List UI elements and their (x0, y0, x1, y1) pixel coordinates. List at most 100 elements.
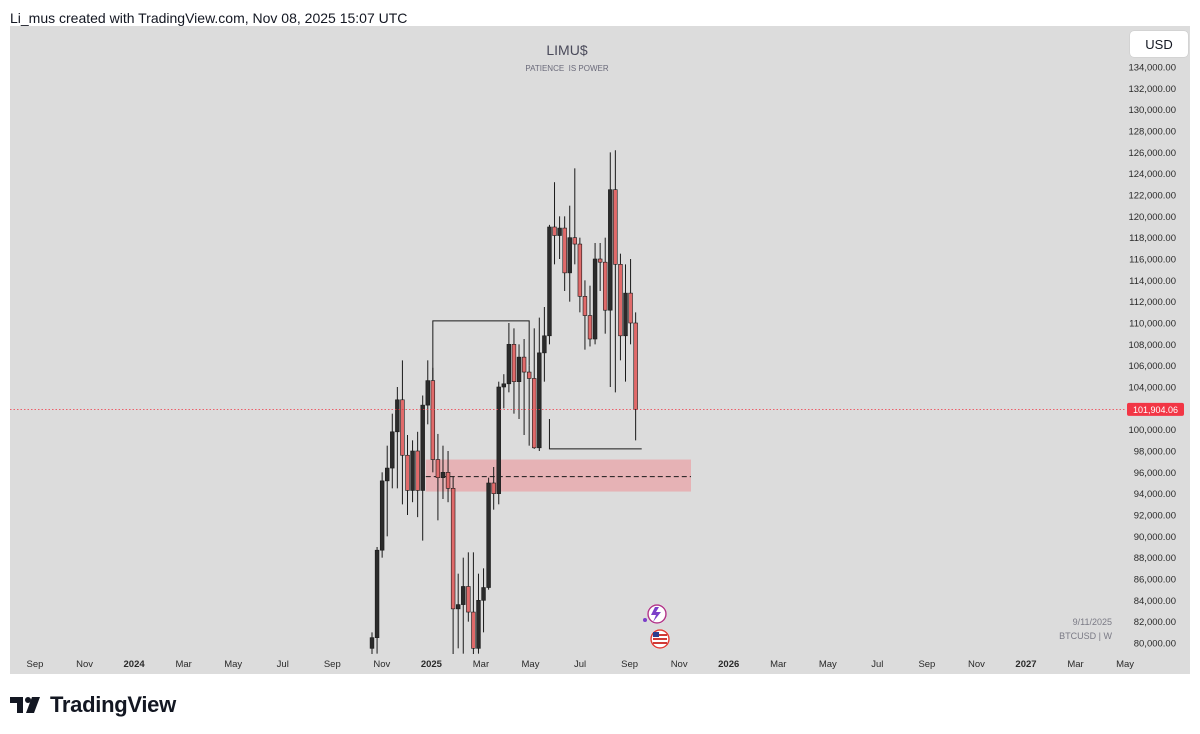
candle-body (405, 454, 410, 491)
y-tick-label: 114,000.00 (1129, 276, 1176, 287)
candle-body (430, 380, 436, 460)
x-tick-label: Nov (671, 659, 688, 670)
candle (491, 467, 496, 510)
x-tick-label: Mar (770, 659, 786, 670)
candle (592, 243, 598, 345)
candle-body (526, 371, 532, 379)
candle (445, 451, 451, 503)
candle (587, 285, 593, 347)
candle (455, 573, 461, 649)
x-axis: Sep Nov 2024 Mar May Jul Sep Nov 2025 Mar May Jul Se… (27, 659, 1135, 670)
candle-body (450, 488, 456, 610)
date-label: 9/11/2025 (1073, 617, 1112, 627)
candle-body (542, 335, 547, 354)
x-tick-label: Sep (918, 659, 935, 670)
candle (552, 182, 557, 265)
y-tick-label: 112,000.00 (1129, 297, 1176, 308)
candle (405, 435, 410, 515)
x-tick-label: Mar (473, 659, 489, 670)
candle-body (557, 227, 562, 236)
currency-button[interactable]: USD (1130, 31, 1188, 57)
y-tick-label: 106,000.00 (1128, 361, 1176, 372)
x-tick-label: Jul (871, 659, 883, 670)
y-tick-label: 120,000.00 (1128, 212, 1176, 223)
candle-body (608, 189, 613, 311)
x-tick-label: Sep (621, 659, 638, 670)
bitcoin-icon[interactable] (643, 604, 667, 624)
x-tick-label: Sep (324, 659, 341, 670)
x-tick-label: 2026 (718, 659, 739, 670)
tradingview-logo[interactable]: TradingView (10, 692, 176, 718)
candle (608, 152, 613, 387)
y-tick-label: 132,000.00 (1128, 84, 1176, 95)
candle (516, 344, 522, 419)
candle-body (572, 237, 578, 245)
candle (603, 237, 608, 334)
x-tick-label: Nov (76, 659, 93, 670)
candle-body (435, 459, 441, 478)
candle (430, 367, 436, 473)
candle (486, 477, 491, 590)
brand-wordmark: TradingView (50, 692, 176, 717)
candle-body (577, 243, 583, 297)
candle-body (562, 227, 567, 274)
candle (435, 433, 441, 521)
candle (562, 216, 567, 291)
x-tick-label: Sep (27, 659, 44, 670)
candle (537, 317, 542, 451)
candle (476, 573, 481, 654)
candle (466, 552, 471, 622)
candle-body (592, 258, 598, 340)
candle-body (603, 261, 608, 311)
x-tick-label: 2025 (421, 659, 443, 670)
candle (542, 307, 547, 382)
candle-body (623, 292, 628, 337)
candle-body (410, 450, 415, 491)
candle-body (491, 482, 496, 494)
y-tick-label: 98,000.00 (1134, 447, 1176, 458)
candle-body (587, 315, 593, 340)
candle-body (420, 404, 425, 491)
candle-body (618, 264, 623, 337)
candle-body (425, 380, 430, 406)
candle-body (486, 482, 491, 588)
candle-body (496, 386, 501, 494)
candle (410, 440, 415, 503)
candle (390, 413, 395, 489)
candles-group (369, 150, 638, 654)
candle (425, 360, 430, 425)
candle-body (374, 549, 380, 638)
y-tick-label: 88,000.00 (1134, 553, 1176, 564)
candle (623, 264, 628, 382)
y-tick-label: 100,000.00 (1128, 425, 1176, 436)
candle-body (390, 431, 395, 469)
y-tick-label: 82,000.00 (1134, 617, 1176, 628)
us-flag-icon[interactable] (650, 629, 670, 649)
candle (618, 253, 623, 361)
chart-title: LIMU$ (546, 42, 587, 58)
candle (582, 280, 588, 350)
candle (633, 312, 638, 441)
candle (511, 328, 517, 414)
candle (572, 168, 578, 265)
y-tick-label: 124,000.00 (1128, 169, 1176, 180)
candle (461, 557, 466, 654)
demand-zone (425, 459, 691, 492)
candle-body (471, 611, 476, 649)
candle-body (440, 472, 446, 478)
candle-body (547, 226, 552, 337)
y-tick-label: 130,000.00 (1128, 105, 1176, 116)
candle (577, 237, 583, 313)
candle-body (395, 399, 400, 433)
candle (395, 387, 400, 489)
candle-body (628, 292, 633, 324)
chart-area[interactable] (10, 26, 1190, 674)
candle-body (613, 189, 618, 265)
candle-body (369, 637, 375, 649)
x-tick-label: 2024 (124, 659, 146, 670)
candle-body (511, 344, 517, 382)
candle (374, 547, 380, 654)
candle (526, 365, 532, 446)
lower-range-line (548, 419, 642, 450)
